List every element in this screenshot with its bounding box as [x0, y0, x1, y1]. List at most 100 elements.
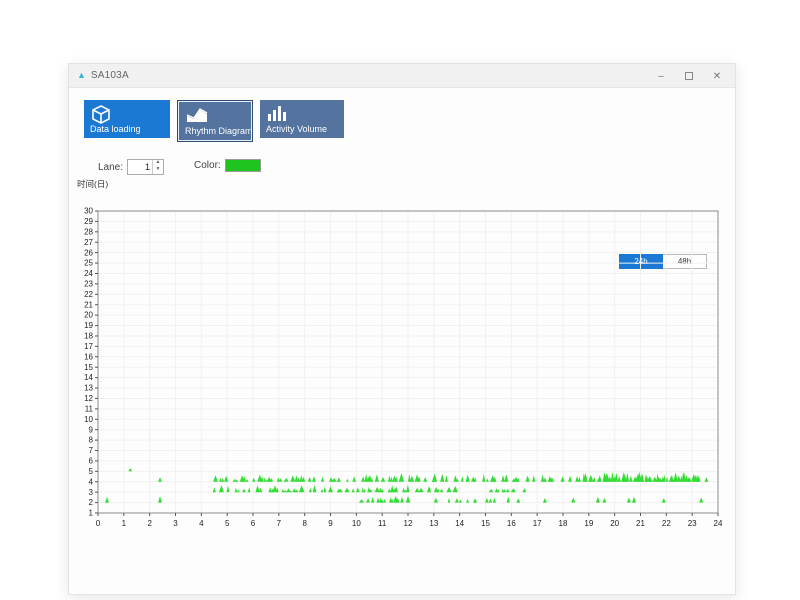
- rhythm-diagram-button[interactable]: Rhythm Diagram: [179, 102, 253, 140]
- spike: [432, 473, 438, 482]
- spike: [257, 474, 263, 482]
- spike: [525, 475, 530, 482]
- y-tick-label: 9: [89, 425, 94, 434]
- lane-control: Lane: 1 ▲ ▼: [98, 159, 165, 175]
- spike: [390, 476, 393, 482]
- spike: [292, 488, 297, 493]
- spike: [665, 476, 669, 482]
- x-tick-label: 1: [122, 519, 127, 528]
- spike: [610, 471, 614, 482]
- spike: [543, 477, 547, 482]
- spike: [390, 498, 394, 503]
- maximize-button[interactable]: [675, 64, 703, 88]
- spike: [641, 474, 644, 482]
- spike: [331, 478, 337, 482]
- y-tick-label: 15: [84, 363, 93, 372]
- spike: [212, 487, 216, 493]
- x-tick-label: 11: [378, 519, 387, 528]
- spike: [503, 489, 506, 493]
- x-tick-label: 0: [96, 519, 101, 528]
- app-window: ▲ SA103A – ✕ Data loading: [68, 63, 736, 595]
- y-tick-label: 25: [84, 259, 93, 268]
- x-tick-label: 7: [277, 519, 282, 528]
- y-tick-label: 27: [84, 238, 93, 247]
- spinner-down-icon[interactable]: ▼: [155, 166, 161, 172]
- spinner-up-icon[interactable]: ▲: [155, 159, 161, 165]
- spike: [344, 487, 350, 493]
- spike: [356, 487, 360, 493]
- spike: [516, 477, 520, 482]
- spike: [697, 476, 701, 482]
- lane-spinner[interactable]: 1 ▲ ▼: [127, 159, 165, 175]
- spike: [510, 488, 516, 493]
- title-bar[interactable]: ▲ SA103A – ✕: [69, 64, 735, 88]
- spike: [301, 476, 306, 482]
- spike: [447, 497, 451, 503]
- spike: [255, 485, 260, 493]
- spike: [308, 487, 312, 493]
- y-tick-label: 18: [84, 332, 93, 341]
- spike: [336, 477, 341, 482]
- x-tick-label: 18: [559, 519, 568, 528]
- lane-spinner-arrows: ▲ ▼: [152, 160, 163, 174]
- spike: [242, 476, 246, 482]
- lane-value[interactable]: 1: [145, 162, 151, 172]
- close-button[interactable]: ✕: [712, 70, 722, 82]
- spike: [361, 487, 364, 493]
- y-tick-label: 23: [84, 279, 93, 288]
- data-loading-button[interactable]: Data loading: [84, 100, 170, 138]
- spike: [465, 474, 470, 482]
- spike: [213, 475, 218, 482]
- spike: [290, 475, 296, 482]
- spike: [286, 488, 291, 493]
- spike: [458, 499, 462, 503]
- spike: [409, 475, 415, 482]
- minimize-button[interactable]: –: [658, 70, 664, 82]
- rhythm-chart-svg: 1234567891011121314151617181920212223242…: [84, 207, 723, 528]
- spike: [289, 490, 292, 493]
- activity-volume-button[interactable]: Activity Volume: [260, 100, 344, 138]
- spike: [321, 476, 324, 482]
- spike: [699, 497, 704, 503]
- rhythm-diagram-label: Rhythm Diagram: [185, 126, 253, 136]
- spike: [219, 477, 222, 482]
- spike: [351, 488, 355, 493]
- x-tick-label: 14: [455, 519, 464, 528]
- spike: [585, 476, 588, 482]
- spike: [394, 486, 399, 493]
- y-tick-label: 17: [84, 342, 93, 351]
- spike: [283, 477, 289, 482]
- rhythm-chart[interactable]: 1 2 3 4 5 6 7 8 9 10 11 12 13 14 15 16 17 18 19 20 21 22 23 24 2…: [79, 204, 729, 536]
- app-logo-icon: ▲: [77, 70, 86, 80]
- spike: [252, 477, 256, 482]
- spike: [456, 478, 459, 482]
- spike: [387, 475, 391, 482]
- spike: [485, 478, 489, 482]
- spike: [390, 485, 395, 493]
- spike: [312, 476, 316, 482]
- spike: [472, 498, 478, 503]
- y-tick-label: 2: [89, 498, 94, 507]
- y-tick-label: 7: [89, 446, 94, 455]
- main-toolbar: Data loading Rhythm Diagram: [84, 100, 344, 142]
- window-controls: – ✕: [647, 64, 731, 88]
- spike: [374, 486, 380, 493]
- spike: [400, 496, 404, 503]
- spike: [482, 473, 486, 482]
- spike: [542, 498, 547, 503]
- spike: [235, 479, 239, 482]
- x-tick-label: 15: [481, 519, 490, 528]
- spike: [398, 473, 405, 482]
- x-tick-label: 5: [225, 519, 230, 528]
- x-tick-label: 20: [610, 519, 619, 528]
- y-tick-label: 19: [84, 321, 93, 330]
- spike: [294, 475, 298, 482]
- x-tick-label: 9: [328, 519, 333, 528]
- spike: [105, 497, 109, 503]
- x-tick-label: 12: [404, 519, 413, 528]
- spike: [367, 475, 373, 482]
- x-tick-label: 13: [429, 519, 438, 528]
- spike: [269, 478, 274, 482]
- toggle-48h-button[interactable]: 48h: [663, 254, 707, 269]
- color-swatch[interactable]: [224, 159, 261, 172]
